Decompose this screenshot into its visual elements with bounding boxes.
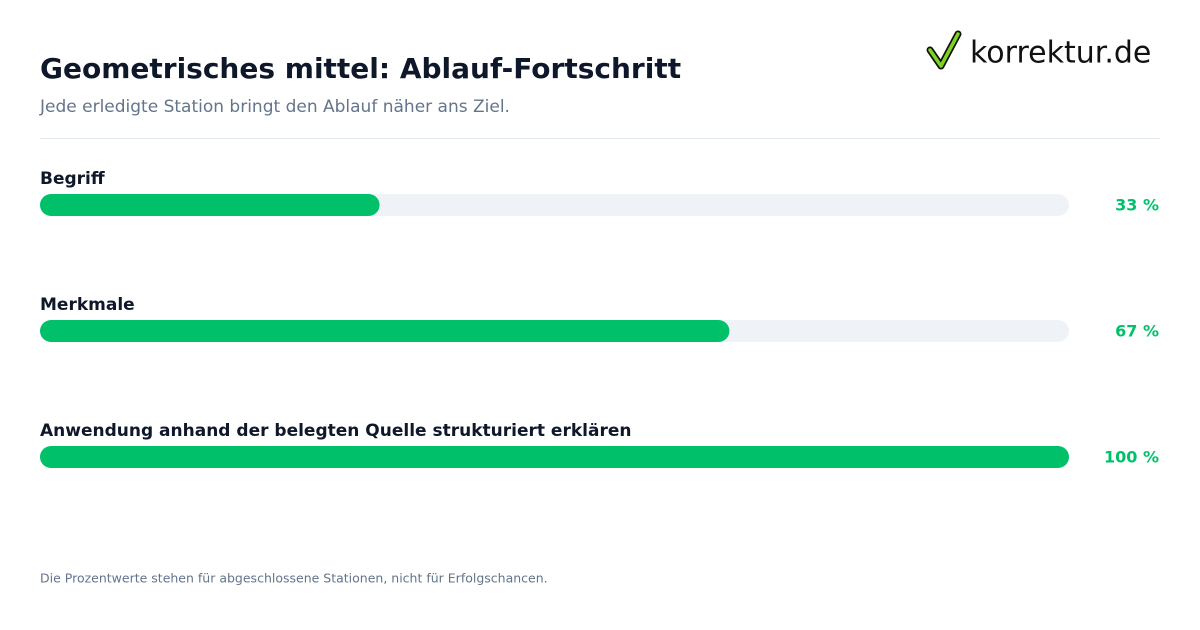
bar xyxy=(40,320,730,342)
value-label: 33 % xyxy=(1115,196,1159,215)
check-icon xyxy=(928,32,960,68)
row-label: Begriff xyxy=(40,169,105,189)
subtitle: Jede erledigte Station bringt den Ablauf… xyxy=(39,97,510,117)
title: Geometrisches mittel: Ablauf-Fortschritt xyxy=(40,52,681,85)
footnote: Die Prozentwerte stehen für abgeschlosse… xyxy=(40,571,548,586)
bar xyxy=(40,446,1069,468)
value-label: 67 % xyxy=(1115,322,1159,341)
brand-logo: korrektur.de xyxy=(926,30,1151,71)
brand-name: korrektur.de xyxy=(970,36,1151,71)
row-label: Merkmale xyxy=(40,295,135,315)
bar xyxy=(40,194,380,216)
value-label: 100 % xyxy=(1104,448,1159,467)
row-label: Anwendung anhand der belegten Quelle str… xyxy=(40,421,631,441)
